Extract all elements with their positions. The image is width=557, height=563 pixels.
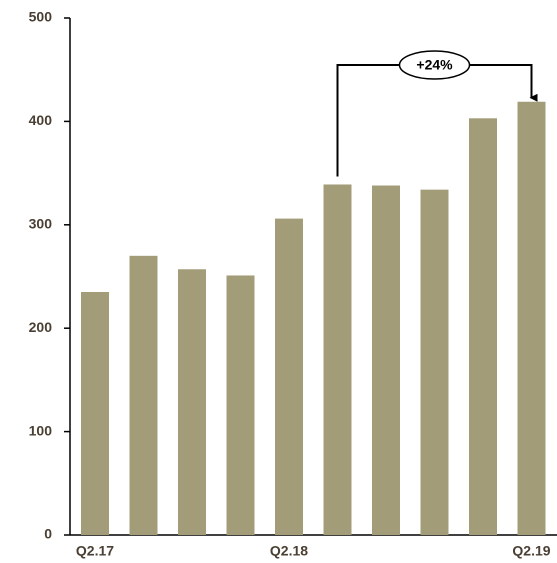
annotation: +24% — [416, 57, 453, 73]
y-tick-label: 400 — [29, 112, 53, 128]
x-tick-label: Q2.17 — [76, 543, 114, 559]
annotation-bracket — [336, 64, 538, 177]
x-tick-label: Q2.18 — [270, 543, 308, 559]
y-tick-label: 500 — [29, 9, 53, 25]
annotation-oval — [398, 50, 471, 80]
bar — [275, 218, 303, 535]
bar — [372, 185, 400, 535]
bar — [178, 269, 206, 535]
bar — [129, 255, 158, 535]
x-tick-label: Q2.19 — [512, 543, 550, 559]
bar — [469, 118, 497, 535]
y-tick-label: 100 — [29, 422, 53, 438]
bar — [517, 101, 546, 535]
bar — [81, 292, 109, 535]
y-tick-label: 200 — [29, 319, 53, 335]
y-tick-label: 0 — [44, 526, 52, 542]
y-tick-label: 300 — [29, 216, 53, 232]
bar — [420, 189, 449, 536]
bar — [226, 275, 255, 535]
bar — [323, 184, 352, 535]
